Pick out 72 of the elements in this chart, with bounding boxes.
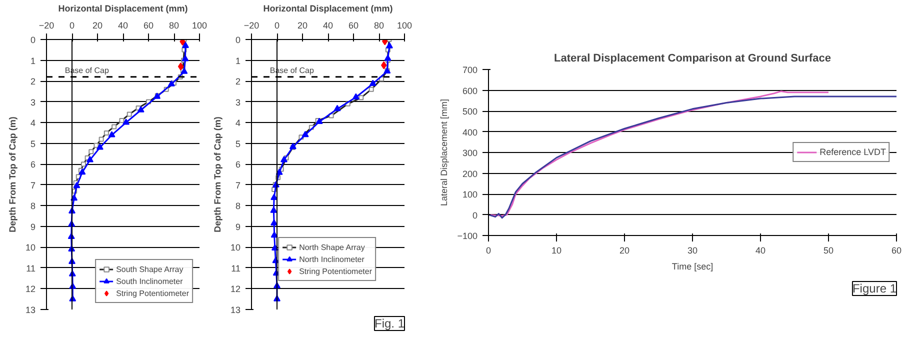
x-axis-title: Time [sec] (672, 262, 714, 272)
y-tick-label: 6 (30, 160, 36, 170)
y-tick-label: 500 (462, 106, 478, 116)
y-tick-label: 0 (472, 210, 478, 220)
chart-title: Lateral Displacement Comparison at Ground Surface (554, 52, 831, 64)
legend-label: Reference LVDT (820, 146, 886, 158)
y-tick-label: 7 (235, 180, 241, 190)
y-tick-label: 8 (235, 201, 241, 212)
x-tick-label: 20 (619, 246, 630, 256)
x-tick-label: 40 (118, 20, 128, 30)
y-tick-label: 12 (25, 284, 36, 294)
legend-label: String Potentiometer (116, 288, 189, 299)
legend-label: South Inclinometer (116, 276, 183, 287)
legend-label: North Inclinometer (299, 254, 364, 265)
y-tick-label: −100 (457, 231, 478, 241)
y-tick-label: 11 (26, 263, 36, 274)
y-tick-label: 200 (462, 168, 478, 179)
y-tick-label: 300 (462, 148, 478, 158)
y-tick-label: 5 (235, 138, 241, 149)
y-tick-label: 2 (30, 76, 36, 87)
y-tick-label: 100 (462, 190, 478, 200)
legend-label: String Potentiometer (299, 266, 372, 277)
x-tick-label: 100 (396, 20, 412, 30)
y-tick-label: 400 (462, 127, 478, 138)
y-tick-label: 2 (235, 76, 241, 87)
y-axis-title: Depth From Top of Cap (m) (7, 116, 18, 232)
x-tick-label: 60 (143, 20, 154, 30)
y-tick-label: 9 (235, 222, 241, 232)
y-tick-label: 5 (30, 138, 36, 149)
x-tick-label: 40 (322, 20, 334, 30)
y-tick-label: 4 (235, 118, 241, 128)
x-tick-label: −20 (38, 20, 54, 30)
x-tick-label: 40 (755, 246, 766, 256)
y-axis-title: Depth From Top of Cap (m) (212, 116, 222, 232)
y-tick-label: 6 (235, 160, 241, 170)
y-tick-label: 1 (235, 56, 241, 66)
x-axis-title: Horizontal Displacement (mm) (58, 4, 188, 14)
caption: Figure 1 (852, 282, 897, 296)
x-tick-label: 30 (687, 246, 698, 256)
legend-label: North Shape Array (299, 242, 365, 253)
legend-label: South Shape Array (116, 264, 184, 275)
y-tick-label: 7 (30, 180, 36, 190)
y-tick-label: 600 (462, 86, 478, 96)
x-tick-label: 100 (192, 20, 208, 30)
y-tick-label: 11 (231, 263, 240, 274)
x-tick-label: 0 (69, 20, 75, 30)
x-axis-title: Horizontal Displacement (mm) (263, 4, 393, 14)
x-tick-label: 60 (891, 246, 902, 256)
y-tick-label: 4 (30, 118, 36, 128)
x-tick-label: 20 (297, 20, 308, 30)
x-tick-label: 0 (486, 246, 492, 256)
y-tick-label: 13 (25, 305, 36, 315)
y-tick-label: 9 (30, 222, 36, 232)
y-tick-label: 8 (30, 201, 36, 212)
y-tick-label: 0 (30, 35, 36, 45)
y-tick-label: 0 (235, 35, 241, 45)
caption: Fig. 1 (374, 316, 405, 330)
x-tick-label: 0 (274, 20, 280, 30)
x-tick-label: 80 (374, 20, 384, 30)
x-tick-label: 10 (551, 246, 562, 256)
y-axis-title: Lateral Displacement [mm] (439, 98, 450, 206)
x-tick-label: 20 (92, 20, 103, 30)
y-tick-label: 12 (230, 284, 241, 294)
x-tick-label: 50 (823, 246, 834, 256)
y-tick-label: 3 (235, 97, 241, 108)
y-tick-label: 700 (462, 65, 478, 75)
y-tick-label: 1 (30, 56, 36, 66)
x-tick-label: 60 (348, 20, 359, 30)
x-tick-label: 80 (168, 20, 180, 30)
y-tick-label: 3 (30, 97, 36, 108)
y-tick-label: 13 (230, 305, 241, 315)
x-tick-label: −20 (244, 20, 260, 30)
